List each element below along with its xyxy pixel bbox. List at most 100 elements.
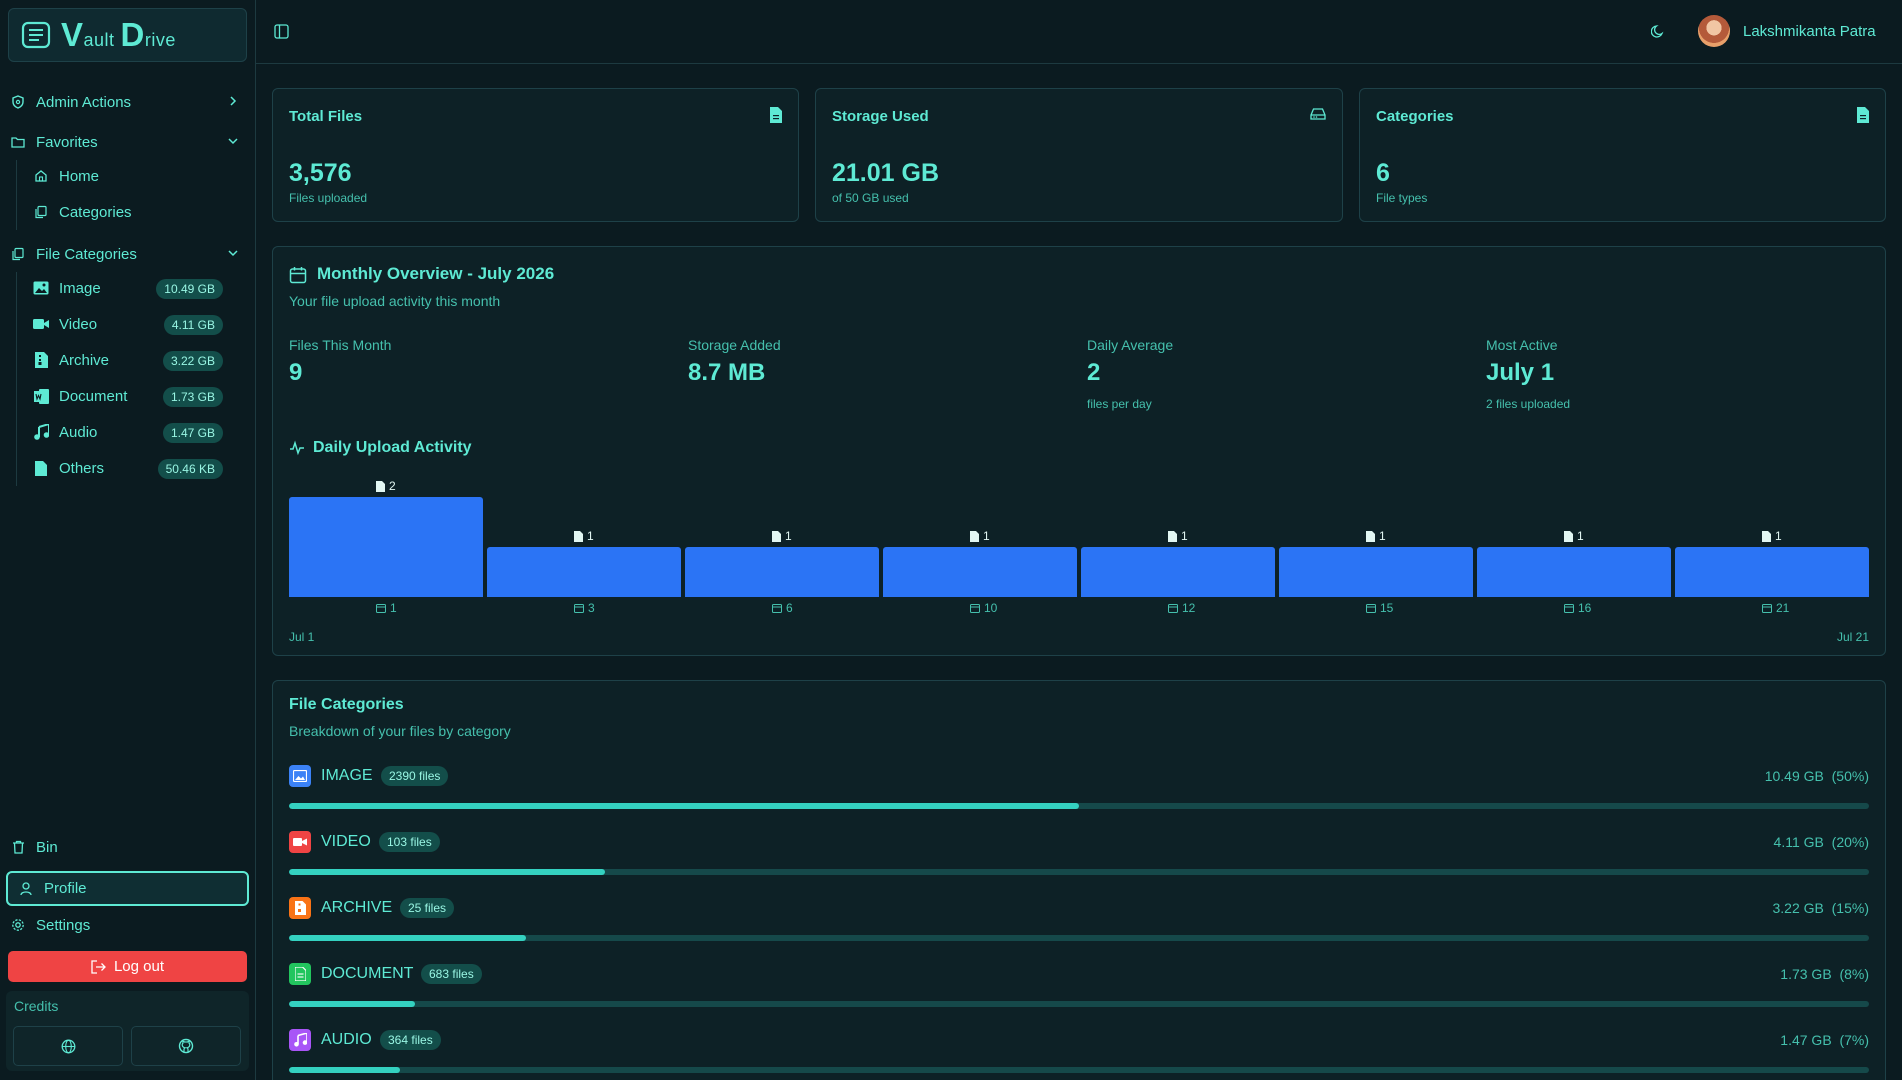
bar-count-label: 2 bbox=[376, 479, 396, 493]
github-icon bbox=[178, 1038, 194, 1054]
card-value: 3,576 bbox=[289, 159, 352, 187]
github-button[interactable] bbox=[131, 1026, 241, 1066]
file-count-badge: 2390 files bbox=[381, 766, 449, 786]
image-icon bbox=[33, 280, 49, 296]
progress-track bbox=[289, 803, 1869, 809]
progress-track bbox=[289, 1067, 1869, 1073]
nav-settings-label: Settings bbox=[36, 916, 91, 934]
sidebar: Vault Drive Admin Actions Favorites Home … bbox=[0, 0, 256, 1080]
sidebar-item-archive[interactable]: Archive 3.22 GB bbox=[33, 346, 233, 374]
category-name: VIDEO bbox=[321, 833, 371, 850]
chart-bar[interactable] bbox=[289, 497, 483, 597]
nav-profile-label: Profile bbox=[44, 880, 87, 897]
card-total-files: Total Files 3,576 Files uploaded bbox=[272, 88, 799, 222]
chart-bar[interactable] bbox=[685, 547, 879, 597]
size-badge: 3.22 GB bbox=[162, 351, 223, 371]
category-row-video[interactable]: VIDEO 103 files 4.11 GB (20%) bbox=[289, 831, 1869, 877]
sidebar-item-home[interactable]: Home bbox=[33, 162, 233, 190]
file-text-icon bbox=[1857, 107, 1869, 123]
bar-count-label: 1 bbox=[1564, 529, 1584, 543]
stat-label: Storage Added bbox=[688, 337, 781, 353]
card-title: Categories bbox=[1376, 108, 1454, 125]
category-size: 4.11 GB (20%) bbox=[1773, 834, 1869, 850]
shield-icon bbox=[10, 94, 26, 110]
files-icon bbox=[10, 246, 26, 262]
progress-fill bbox=[289, 935, 526, 941]
logout-button[interactable]: Log out bbox=[8, 951, 247, 982]
nav-admin-actions-label: Admin Actions bbox=[36, 93, 132, 111]
theme-toggle-moon-icon[interactable] bbox=[1651, 24, 1666, 39]
sidebar-item-audio[interactable]: Audio 1.47 GB bbox=[33, 418, 233, 446]
sidebar-item-audio-label: Audio bbox=[59, 423, 98, 441]
chart-bar[interactable] bbox=[1081, 547, 1275, 597]
sidebar-item-document-label: Document bbox=[59, 387, 128, 405]
user-name[interactable]: Lakshmikanta Patra bbox=[1743, 23, 1876, 40]
nav-settings[interactable]: Settings bbox=[10, 911, 246, 939]
user-icon bbox=[18, 881, 34, 897]
file-count-badge: 683 files bbox=[421, 964, 482, 984]
nav-file-categories[interactable]: File Categories bbox=[10, 240, 246, 268]
bar-count-label: 1 bbox=[1168, 529, 1188, 543]
bar-day-label: 15 bbox=[1366, 601, 1393, 615]
chevron-down-icon bbox=[228, 250, 238, 257]
top-header bbox=[256, 0, 1902, 64]
stat-value: 2 bbox=[1087, 359, 1101, 386]
nav-favorites[interactable]: Favorites bbox=[10, 128, 246, 156]
sidebar-toggle-icon[interactable] bbox=[274, 24, 289, 39]
category-size: 1.47 GB (7%) bbox=[1780, 1032, 1869, 1048]
progress-fill bbox=[289, 869, 605, 875]
size-badge: 4.11 GB bbox=[163, 315, 223, 335]
category-row-image[interactable]: IMAGE 2390 files 10.49 GB (50%) bbox=[289, 765, 1869, 811]
sidebar-item-image[interactable]: Image 10.49 GB bbox=[33, 274, 233, 302]
chart-bar[interactable] bbox=[1675, 547, 1869, 597]
card-value: 21.01 GB bbox=[832, 159, 940, 187]
stat-subtitle: files per day bbox=[1087, 397, 1152, 411]
website-button[interactable] bbox=[13, 1026, 123, 1066]
category-name: DOCUMENT bbox=[321, 965, 414, 982]
category-row-audio[interactable]: AUDIO 364 files 1.47 GB (7%) bbox=[289, 1029, 1869, 1075]
avatar[interactable] bbox=[1698, 15, 1730, 47]
credits-panel: Credits bbox=[6, 991, 249, 1071]
hard-drive-icon bbox=[1310, 108, 1326, 120]
size-badge: 10.49 GB bbox=[156, 279, 223, 299]
sidebar-item-document[interactable]: Document 1.73 GB bbox=[33, 382, 233, 410]
stat-files-this-month: Files This Month 9 bbox=[289, 337, 391, 387]
card-subtitle: File types bbox=[1376, 191, 1428, 205]
sidebar-item-video[interactable]: Video 4.11 GB bbox=[33, 310, 233, 338]
category-row-document[interactable]: DOCUMENT 683 files 1.73 GB (8%) bbox=[289, 963, 1869, 1009]
chart-bar[interactable] bbox=[1477, 547, 1671, 597]
archive-icon bbox=[289, 897, 311, 919]
chart-bar[interactable] bbox=[487, 547, 681, 597]
stat-value: July 1 bbox=[1486, 359, 1555, 386]
progress-fill bbox=[289, 1001, 416, 1007]
nav-favorites-label: Favorites bbox=[36, 133, 98, 151]
app-logo[interactable]: Vault Drive bbox=[8, 8, 247, 62]
sidebar-item-others[interactable]: Others 50.46 KB bbox=[33, 454, 233, 482]
stat-value: 8.7 MB bbox=[688, 359, 766, 386]
bar-day-label: 3 bbox=[574, 601, 595, 615]
category-size: 1.73 GB (8%) bbox=[1780, 966, 1869, 982]
nav-admin-actions[interactable]: Admin Actions bbox=[10, 88, 246, 116]
bar-day-label: 16 bbox=[1564, 601, 1591, 615]
chart-bar[interactable] bbox=[1279, 547, 1473, 597]
trash-icon bbox=[10, 839, 26, 855]
category-size: 10.49 GB (50%) bbox=[1764, 768, 1869, 784]
chart-bar[interactable] bbox=[883, 547, 1077, 597]
folder-heart-icon bbox=[10, 134, 26, 150]
category-row-archive[interactable]: ARCHIVE 25 files 3.22 GB (15%) bbox=[289, 897, 1869, 943]
bar-day-label: 12 bbox=[1168, 601, 1195, 615]
stat-label: Files This Month bbox=[289, 337, 392, 353]
monthly-overview-title: Monthly Overview - July 2026 bbox=[317, 264, 555, 283]
nav-profile[interactable]: Profile bbox=[6, 871, 249, 906]
bar-count-label: 1 bbox=[1762, 529, 1782, 543]
progress-fill bbox=[289, 1067, 400, 1073]
nav-bin[interactable]: Bin bbox=[10, 833, 246, 861]
sidebar-item-categories[interactable]: Categories bbox=[33, 198, 233, 226]
bar-count-label: 1 bbox=[970, 529, 990, 543]
bar-day-label: 6 bbox=[772, 601, 793, 615]
sidebar-item-archive-label: Archive bbox=[59, 351, 110, 369]
file-categories-card: File Categories Breakdown of your files … bbox=[272, 680, 1886, 1080]
progress-track bbox=[289, 869, 1869, 875]
image-icon bbox=[289, 765, 311, 787]
progress-track bbox=[289, 1001, 1869, 1007]
